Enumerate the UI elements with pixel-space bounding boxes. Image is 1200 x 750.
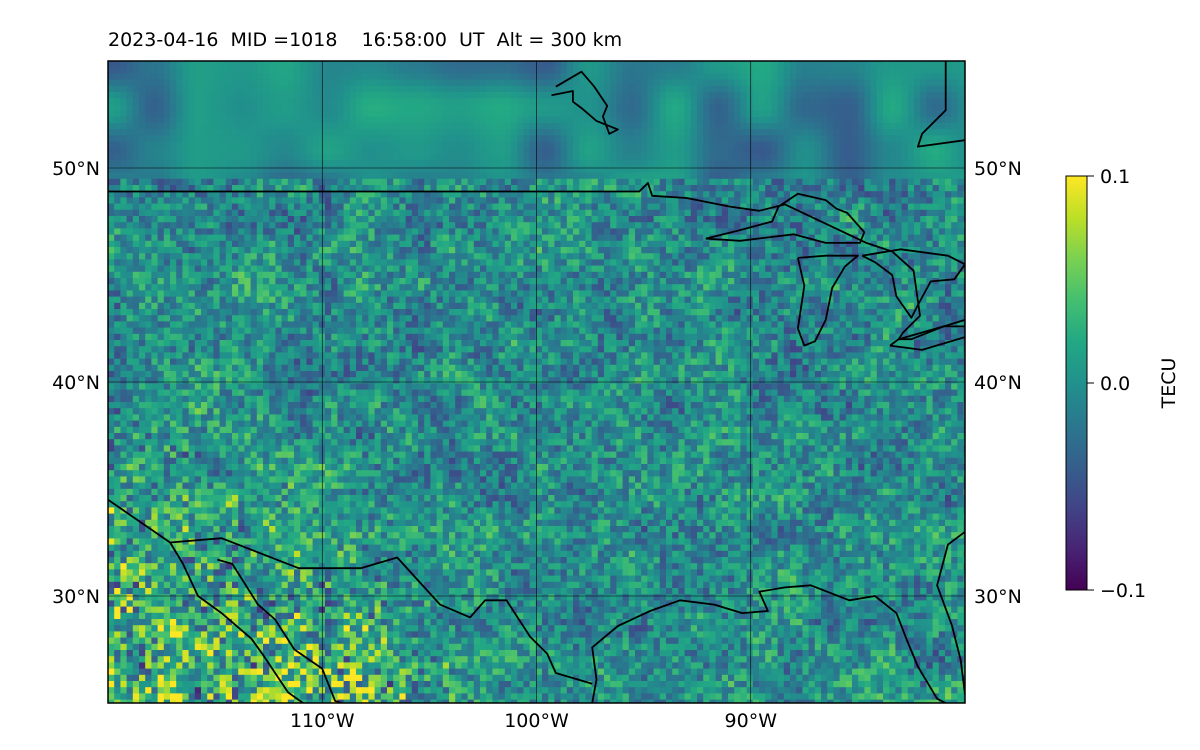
colorbar-label: TECU (1158, 358, 1180, 410)
coastline-atlantic-coast (936, 531, 965, 695)
colorbar-tick-label: −0.1 (1100, 580, 1146, 602)
colorbar-tick-label: 0.1 (1100, 166, 1130, 188)
coastlines (108, 61, 965, 703)
coastline-gulf-of-california (217, 558, 342, 703)
map-title: 2023-04-16 MID =1018 16:58:00 UT Alt = 3… (108, 29, 623, 51)
colorbar-gradient (1065, 175, 1088, 591)
lat-tick-label-left: 40°N (52, 372, 100, 394)
coastline-james-bay-island (551, 70, 619, 135)
lat-tick-label-right: 30°N (974, 586, 1022, 608)
plot-border (107, 60, 966, 704)
coastline-us-mexico-border (170, 537, 593, 685)
lon-tick-label: 90°W (725, 710, 778, 732)
coastline-hudson-bay (917, 61, 965, 148)
lon-tick-label: 110°W (290, 710, 355, 732)
coastline-baja-california (108, 498, 304, 703)
coastline-lake-michigan (797, 254, 859, 347)
colorbar-tick-label: 0.0 (1100, 373, 1130, 395)
coastline-gulf-coast (591, 584, 947, 703)
lat-labels-left: 50°N 40°N 30°N (52, 158, 100, 608)
coastline-lake-huron (861, 248, 965, 319)
colorbar: 0.1 0.0 −0.1 (1065, 166, 1146, 602)
lat-labels-right: 50°N 40°N 30°N (974, 158, 1022, 608)
graticule (108, 61, 965, 703)
lat-tick-label-right: 50°N (974, 158, 1022, 180)
lon-tick-label: 100°W (504, 710, 569, 732)
lon-labels: 110°W 100°W 90°W (290, 710, 777, 732)
coastline-lake-superior (705, 192, 866, 244)
lat-tick-label-left: 30°N (52, 586, 100, 608)
tec-heatmap (108, 61, 965, 703)
coastline-us-canada-border (108, 182, 965, 341)
coastline-lake-erie (889, 325, 965, 351)
lat-tick-label-right: 40°N (974, 372, 1022, 394)
lat-tick-label-left: 50°N (52, 158, 100, 180)
